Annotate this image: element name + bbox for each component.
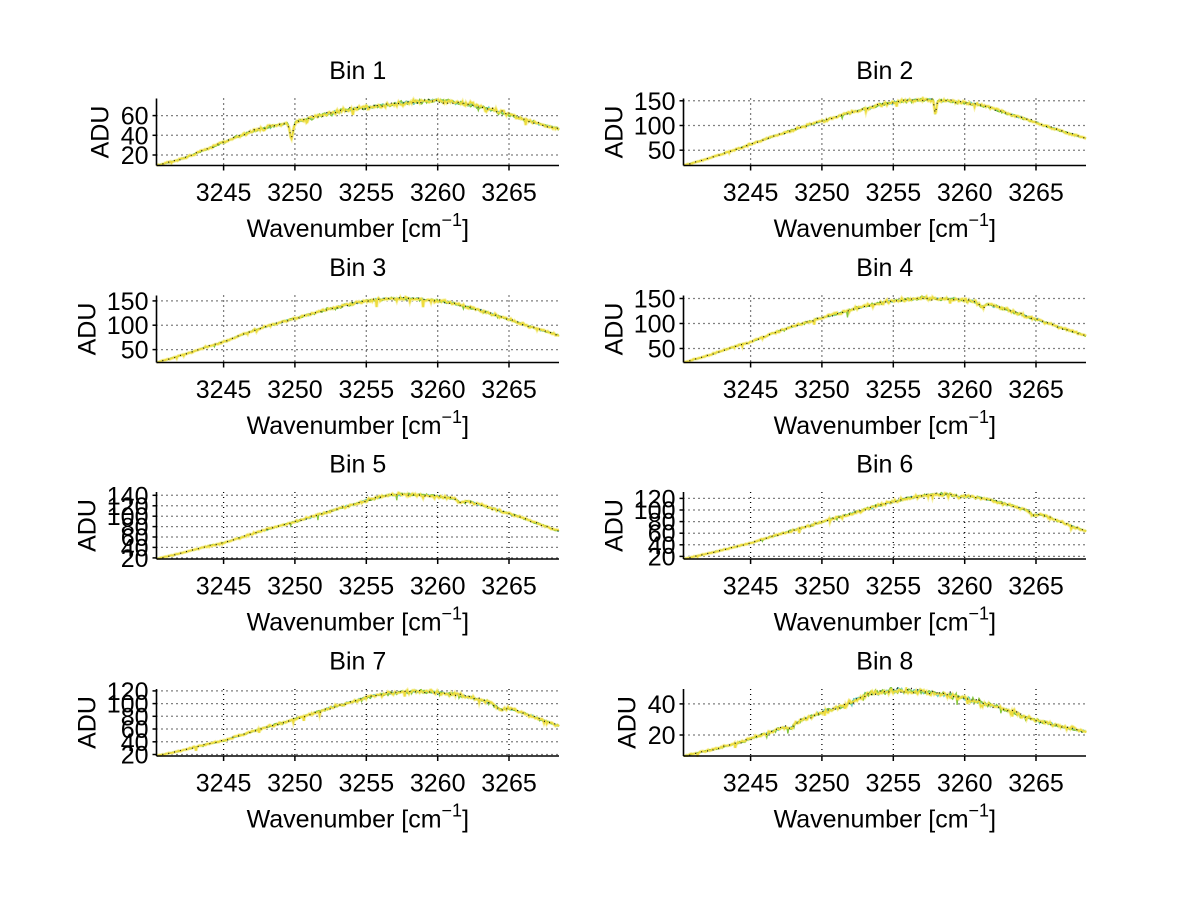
svg-text:3245: 3245: [196, 376, 252, 404]
svg-text:Wavenumber [cm−1]: Wavenumber [cm−1]: [247, 210, 469, 243]
svg-text:Bin 2: Bin 2: [856, 57, 913, 85]
svg-text:3265: 3265: [1008, 770, 1064, 798]
svg-text:40: 40: [121, 122, 149, 150]
svg-text:40: 40: [648, 691, 676, 719]
svg-text:60: 60: [121, 103, 149, 131]
svg-text:100: 100: [107, 503, 149, 531]
svg-text:3255: 3255: [865, 179, 921, 207]
svg-text:Wavenumber [cm−1]: Wavenumber [cm−1]: [247, 801, 469, 834]
svg-text:3245: 3245: [723, 770, 779, 798]
svg-text:60: 60: [648, 520, 676, 548]
svg-text:3260: 3260: [937, 770, 993, 798]
svg-text:3260: 3260: [410, 573, 466, 601]
svg-text:3245: 3245: [723, 179, 779, 207]
svg-text:3265: 3265: [481, 179, 537, 207]
svg-text:3260: 3260: [410, 179, 466, 207]
svg-text:Wavenumber [cm−1]: Wavenumber [cm−1]: [774, 210, 996, 243]
svg-text:20: 20: [121, 742, 149, 770]
svg-text:20: 20: [648, 722, 676, 750]
svg-text:3255: 3255: [338, 573, 394, 601]
svg-text:3250: 3250: [267, 179, 323, 207]
svg-text:60: 60: [121, 716, 149, 744]
svg-text:3265: 3265: [1008, 573, 1064, 601]
svg-text:3250: 3250: [267, 770, 323, 798]
svg-text:3255: 3255: [865, 573, 921, 601]
svg-text:140: 140: [107, 482, 149, 510]
svg-text:ADU: ADU: [601, 106, 629, 159]
svg-text:3245: 3245: [196, 770, 252, 798]
svg-text:3245: 3245: [723, 376, 779, 404]
svg-text:100: 100: [634, 497, 676, 525]
svg-text:Wavenumber [cm−1]: Wavenumber [cm−1]: [247, 407, 469, 440]
svg-text:3255: 3255: [338, 770, 394, 798]
svg-text:3250: 3250: [267, 376, 323, 404]
svg-text:3265: 3265: [1008, 376, 1064, 404]
svg-text:80: 80: [648, 509, 676, 537]
svg-text:20: 20: [648, 543, 676, 571]
svg-text:3260: 3260: [937, 376, 993, 404]
svg-text:3265: 3265: [481, 770, 537, 798]
svg-text:3260: 3260: [410, 770, 466, 798]
svg-text:100: 100: [634, 311, 676, 339]
svg-text:3245: 3245: [196, 573, 252, 601]
svg-text:3250: 3250: [794, 376, 850, 404]
svg-text:3260: 3260: [937, 179, 993, 207]
svg-text:50: 50: [121, 337, 149, 365]
svg-text:ADU: ADU: [601, 303, 629, 356]
svg-text:ADU: ADU: [74, 696, 102, 749]
svg-text:150: 150: [634, 88, 676, 116]
svg-text:120: 120: [634, 485, 676, 513]
svg-text:20: 20: [121, 142, 149, 170]
svg-text:Bin 5: Bin 5: [329, 451, 386, 479]
svg-text:3250: 3250: [794, 179, 850, 207]
svg-text:Wavenumber [cm−1]: Wavenumber [cm−1]: [247, 604, 469, 637]
svg-text:3245: 3245: [723, 573, 779, 601]
svg-text:Bin 8: Bin 8: [856, 648, 913, 676]
svg-text:ADU: ADU: [87, 106, 115, 159]
svg-text:ADU: ADU: [74, 499, 102, 552]
svg-text:Wavenumber [cm−1]: Wavenumber [cm−1]: [774, 801, 996, 834]
svg-text:60: 60: [121, 524, 149, 552]
svg-text:100: 100: [634, 113, 676, 141]
svg-text:3260: 3260: [410, 376, 466, 404]
svg-text:3265: 3265: [481, 573, 537, 601]
svg-text:ADU: ADU: [74, 303, 102, 356]
svg-text:Bin 7: Bin 7: [329, 648, 386, 676]
svg-text:40: 40: [121, 729, 149, 757]
svg-text:Bin 1: Bin 1: [329, 57, 386, 85]
svg-text:3245: 3245: [196, 179, 252, 207]
svg-text:150: 150: [634, 286, 676, 314]
svg-text:Bin 6: Bin 6: [856, 451, 913, 479]
svg-text:150: 150: [107, 288, 149, 316]
svg-text:Wavenumber [cm−1]: Wavenumber [cm−1]: [774, 407, 996, 440]
svg-text:3255: 3255: [865, 376, 921, 404]
svg-text:3260: 3260: [937, 573, 993, 601]
svg-text:120: 120: [107, 493, 149, 521]
svg-text:3250: 3250: [794, 770, 850, 798]
svg-text:100: 100: [107, 312, 149, 340]
svg-text:Bin 3: Bin 3: [329, 254, 386, 282]
svg-text:3255: 3255: [338, 179, 394, 207]
svg-text:Wavenumber [cm−1]: Wavenumber [cm−1]: [774, 604, 996, 637]
svg-text:Bin 4: Bin 4: [856, 254, 913, 282]
svg-text:20: 20: [121, 545, 149, 573]
svg-text:ADU: ADU: [614, 696, 642, 749]
svg-text:3255: 3255: [338, 376, 394, 404]
svg-text:3250: 3250: [267, 573, 323, 601]
svg-text:100: 100: [107, 691, 149, 719]
svg-text:80: 80: [121, 514, 149, 542]
svg-text:120: 120: [107, 678, 149, 706]
svg-text:50: 50: [648, 336, 676, 364]
svg-text:3265: 3265: [1008, 179, 1064, 207]
svg-text:40: 40: [648, 532, 676, 560]
svg-text:ADU: ADU: [601, 499, 629, 552]
svg-text:3255: 3255: [865, 770, 921, 798]
svg-text:50: 50: [648, 137, 676, 165]
svg-text:3250: 3250: [794, 573, 850, 601]
svg-text:40: 40: [121, 534, 149, 562]
svg-text:80: 80: [121, 703, 149, 731]
svg-text:3265: 3265: [481, 376, 537, 404]
